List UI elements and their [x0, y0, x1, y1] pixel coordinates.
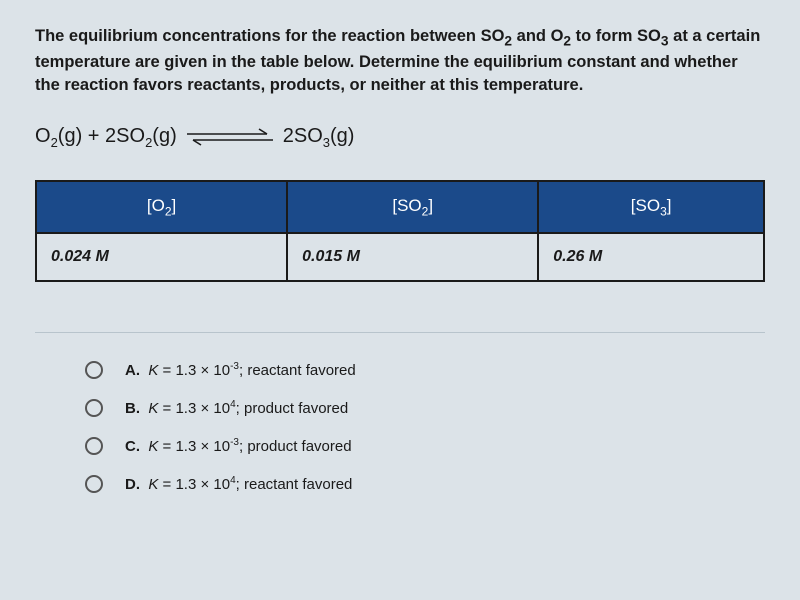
- table-header: [SO2]: [287, 181, 538, 233]
- table-cell: 0.26 M: [538, 233, 764, 281]
- concentration-table: [O2] [SO2] [SO3] 0.024 M 0.015 M 0.26 M: [35, 180, 765, 282]
- option-d[interactable]: D. K = 1.3 × 104; reactant favored: [85, 475, 765, 493]
- table-header: [O2]: [36, 181, 287, 233]
- radio-icon[interactable]: [85, 361, 103, 379]
- option-b[interactable]: B. K = 1.3 × 104; product favored: [85, 399, 765, 417]
- option-label: C. K = 1.3 × 10-3; product favored: [125, 437, 352, 455]
- table-header-row: [O2] [SO2] [SO3]: [36, 181, 764, 233]
- radio-icon[interactable]: [85, 399, 103, 417]
- reaction-equation: O2(g) + 2SO2(g) 2SO3(g): [35, 125, 765, 150]
- table-header: [SO3]: [538, 181, 764, 233]
- answer-options: A. K = 1.3 × 10-3; reactant favored B. K…: [35, 361, 765, 493]
- option-label: D. K = 1.3 × 104; reactant favored: [125, 475, 352, 493]
- table-row: 0.024 M 0.015 M 0.26 M: [36, 233, 764, 281]
- question-text: The equilibrium concentrations for the r…: [35, 25, 765, 97]
- radio-icon[interactable]: [85, 437, 103, 455]
- table-cell: 0.024 M: [36, 233, 287, 281]
- option-label: A. K = 1.3 × 10-3; reactant favored: [125, 361, 356, 379]
- equilibrium-arrow-icon: [185, 127, 275, 147]
- table-cell: 0.015 M: [287, 233, 538, 281]
- option-a[interactable]: A. K = 1.3 × 10-3; reactant favored: [85, 361, 765, 379]
- option-c[interactable]: C. K = 1.3 × 10-3; product favored: [85, 437, 765, 455]
- option-label: B. K = 1.3 × 104; product favored: [125, 399, 348, 417]
- radio-icon[interactable]: [85, 475, 103, 493]
- section-divider: [35, 332, 765, 333]
